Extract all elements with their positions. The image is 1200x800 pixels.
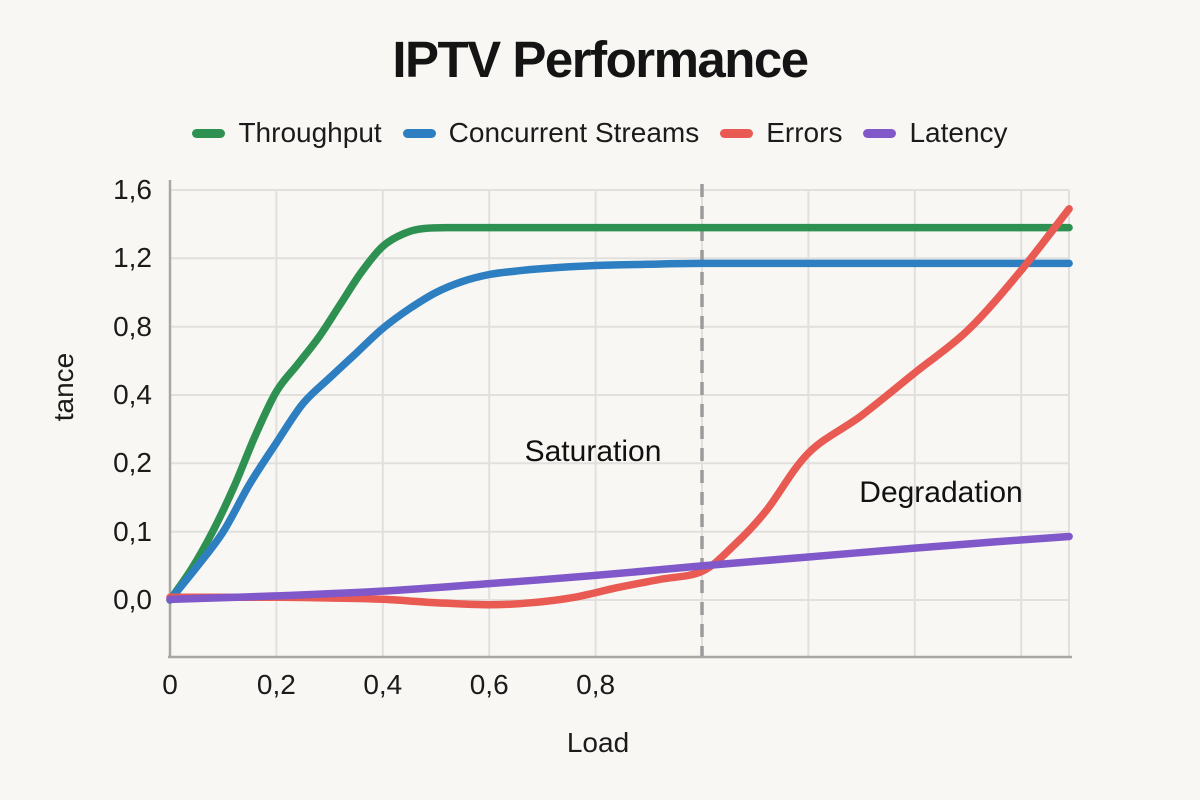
y-tick-label: 0,4 (113, 379, 152, 410)
y-tick-label: 1,6 (113, 174, 152, 205)
x-tick-label: 0,2 (256, 669, 296, 700)
x-tick-label: 0,8 (576, 669, 616, 700)
x-tick-label: 0,4 (363, 669, 403, 700)
x-tick-label: 0,6 (469, 669, 509, 700)
legend-swatch-icon (402, 128, 436, 138)
series-line-throughput (166, 223, 1073, 604)
series-line-concurrent-streams (166, 259, 1073, 604)
legend-swatch-icon (863, 128, 897, 138)
legend-label: Throughput (238, 117, 382, 148)
legend-item: Latency (863, 117, 1008, 149)
y-tick-label: 1,2 (113, 242, 152, 274)
annotation-saturation: Saturation (524, 435, 662, 468)
y-tick-label: 0,0 (113, 584, 152, 615)
legend-label: Latency (909, 117, 1008, 148)
series-line-errors (166, 205, 1073, 609)
legend-swatch-icon (720, 128, 754, 138)
legend-label: Errors (766, 117, 843, 148)
x-axis-label: Load (566, 727, 630, 758)
legend-item: Concurrent Streams (402, 117, 700, 149)
legend-item: Throughput (192, 117, 382, 149)
series-line-latency (166, 532, 1073, 604)
chart-title: IPTV Performance (392, 31, 809, 88)
legend-label: Concurrent Streams (448, 117, 700, 148)
y-tick-label: 0,8 (113, 310, 152, 342)
x-tick-label: 0 (162, 669, 178, 700)
y-tick-label: 0,2 (113, 447, 152, 479)
legend-item: Errors (720, 117, 842, 149)
y-tick-label: 0,1 (113, 515, 152, 547)
legend-swatch-icon (192, 128, 226, 138)
annotation-degradation: Degradation (859, 476, 1023, 509)
legend: Throughput Concurrent Streams Errors Latenc… (0, 117, 1200, 149)
